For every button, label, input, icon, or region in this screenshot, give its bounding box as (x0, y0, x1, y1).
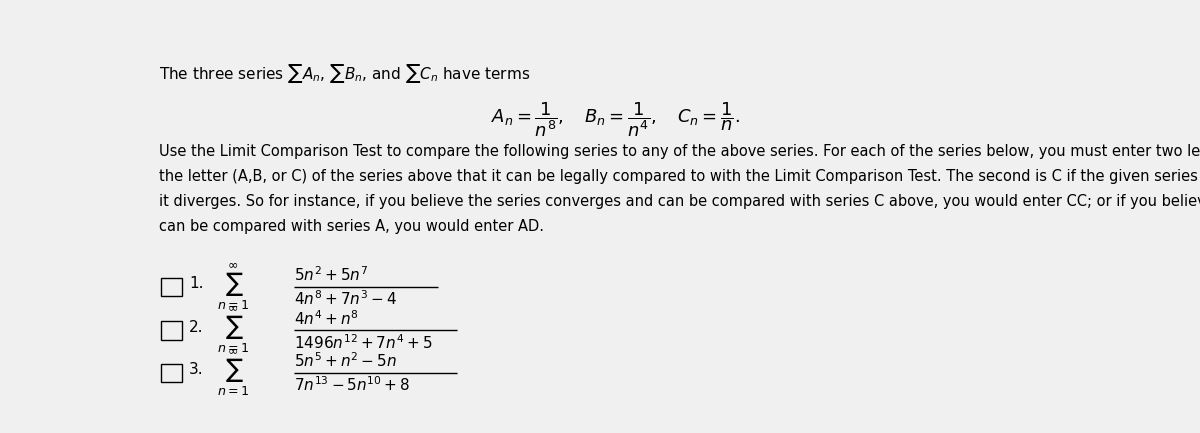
FancyBboxPatch shape (161, 364, 181, 382)
FancyBboxPatch shape (161, 321, 181, 340)
Text: the letter (A,B, or C) of the series above that it can be legally compared to wi: the letter (A,B, or C) of the series abo… (160, 169, 1200, 184)
Text: $A_n = \dfrac{1}{n^8}, \quad B_n = \dfrac{1}{n^4}, \quad C_n = \dfrac{1}{n}.$: $A_n = \dfrac{1}{n^8}, \quad B_n = \dfra… (491, 100, 739, 139)
Text: $\sum_{n=1}^{\infty}$: $\sum_{n=1}^{\infty}$ (217, 305, 250, 355)
Text: $\sum_{n=1}^{\infty}$: $\sum_{n=1}^{\infty}$ (217, 348, 250, 398)
Text: $7n^{13} - 5n^{10} + 8$: $7n^{13} - 5n^{10} + 8$ (294, 375, 410, 394)
Text: can be compared with series A, you would enter AD.: can be compared with series A, you would… (160, 219, 545, 234)
Text: 3.: 3. (190, 362, 204, 377)
Text: $5n^2 + 5n^7$: $5n^2 + 5n^7$ (294, 265, 368, 284)
Text: Use the Limit Comparison Test to compare the following series to any of the abov: Use the Limit Comparison Test to compare… (160, 144, 1200, 158)
Text: The three series $\sum A_n$, $\sum B_n$, and $\sum C_n$ have terms: The three series $\sum A_n$, $\sum B_n$,… (160, 62, 530, 85)
Text: it diverges. So for instance, if you believe the series converges and can be com: it diverges. So for instance, if you bel… (160, 194, 1200, 209)
Text: $5n^5 + n^2 - 5n$: $5n^5 + n^2 - 5n$ (294, 351, 397, 370)
Text: $1496n^{12} + 7n^4 + 5$: $1496n^{12} + 7n^4 + 5$ (294, 333, 432, 352)
Text: $\sum_{n=1}^{\infty}$: $\sum_{n=1}^{\infty}$ (217, 262, 250, 312)
FancyBboxPatch shape (161, 278, 181, 296)
Text: $4n^8 + 7n^3 - 4$: $4n^8 + 7n^3 - 4$ (294, 290, 397, 308)
Text: 1.: 1. (190, 276, 204, 291)
Text: 2.: 2. (190, 320, 204, 335)
Text: $4n^4 + n^8$: $4n^4 + n^8$ (294, 309, 359, 328)
